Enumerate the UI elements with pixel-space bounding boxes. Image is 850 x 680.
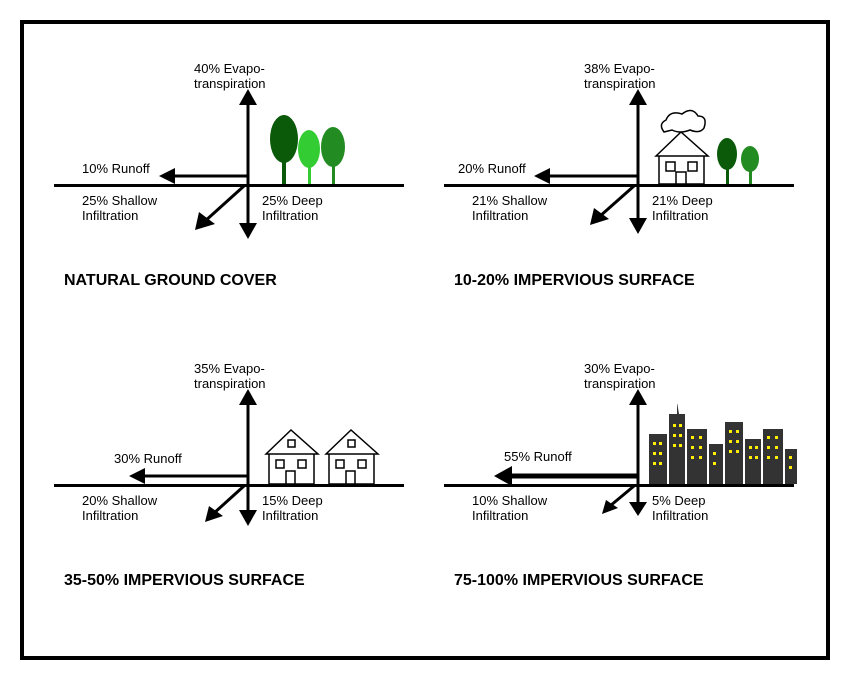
deep-infiltration-label: 15% Deep Infiltration <box>262 494 323 524</box>
deep-infiltration-label: 21% Deep Infiltration <box>652 194 713 224</box>
label-text: Infiltration <box>262 208 318 223</box>
label-text: 15% Deep <box>262 493 323 508</box>
diagram-low-impervious: 38% Evapo- transpiration 20% Runoff 21% … <box>434 44 814 264</box>
label-text: 10% Shallow <box>472 493 547 508</box>
runoff-arrow-icon <box>159 168 249 184</box>
label-text: Infiltration <box>262 508 318 523</box>
houses-scene <box>264 404 404 484</box>
label-text: transpiration <box>584 376 656 391</box>
label-text: 20% Runoff <box>458 161 526 176</box>
panel-high-impervious: 30% Evapo- transpiration 55% Runoff 10% … <box>434 344 814 634</box>
panel-title: 35-50% IMPERVIOUS SURFACE <box>64 572 424 590</box>
deep-infiltration-arrow-icon <box>629 184 647 234</box>
panel-title: 10-20% IMPERVIOUS SURFACE <box>454 272 814 290</box>
label-text: 21% Deep <box>652 193 713 208</box>
label-text: Infiltration <box>472 208 528 223</box>
trees-scene <box>264 104 404 184</box>
runoff-label: 55% Runoff <box>504 450 572 465</box>
panel-title: 75-100% IMPERVIOUS SURFACE <box>454 572 814 590</box>
label-text: 20% Shallow <box>82 493 157 508</box>
diagram-frame: 40% Evapo- transpiration 10% Runoff 25% … <box>20 20 830 660</box>
label-text: 25% Shallow <box>82 193 157 208</box>
label-text: transpiration <box>194 76 266 91</box>
label-text: 25% Deep <box>262 193 323 208</box>
label-text: 30% Runoff <box>114 451 182 466</box>
runoff-arrow-icon <box>129 468 249 484</box>
label-text: transpiration <box>584 76 656 91</box>
shallow-infiltration-label: 20% Shallow Infiltration <box>82 494 157 524</box>
shallow-infiltration-label: 25% Shallow Infiltration <box>82 194 157 224</box>
runoff-label: 20% Runoff <box>458 162 526 177</box>
trees-icon <box>264 104 404 186</box>
label-text: Infiltration <box>472 508 528 523</box>
runoff-label: 30% Runoff <box>114 452 182 467</box>
evapotranspiration-label: 38% Evapo- transpiration <box>584 62 656 92</box>
evapotranspiration-label: 40% Evapo- transpiration <box>194 62 266 92</box>
label-text: 55% Runoff <box>504 449 572 464</box>
deep-infiltration-arrow-icon <box>239 184 257 239</box>
house-trees-icon <box>654 104 794 186</box>
diagram-mid-impervious: 35% Evapo- transpiration 30% Runoff 20% … <box>44 344 424 564</box>
label-text: transpiration <box>194 376 266 391</box>
label-text: 10% Runoff <box>82 161 150 176</box>
label-text: Infiltration <box>652 508 708 523</box>
label-text: Infiltration <box>82 208 138 223</box>
label-text: 38% Evapo- <box>584 61 655 76</box>
deep-infiltration-arrow-icon <box>239 484 257 526</box>
label-text: 35% Evapo- <box>194 361 265 376</box>
runoff-arrow-icon <box>494 466 639 486</box>
panel-natural: 40% Evapo- transpiration 10% Runoff 25% … <box>44 44 424 334</box>
label-text: 40% Evapo- <box>194 61 265 76</box>
city-scene <box>649 404 789 484</box>
houses-icon <box>264 404 404 486</box>
runoff-arrow-icon <box>534 168 639 184</box>
label-text: Infiltration <box>652 208 708 223</box>
deep-infiltration-label: 25% Deep Infiltration <box>262 194 323 224</box>
shallow-infiltration-label: 10% Shallow Infiltration <box>472 494 547 524</box>
panel-mid-impervious: 35% Evapo- transpiration 30% Runoff 20% … <box>44 344 424 634</box>
house-trees-scene <box>654 104 794 184</box>
label-text: 30% Evapo- <box>584 361 655 376</box>
city-icon <box>649 404 799 486</box>
panel-low-impervious: 38% Evapo- transpiration 20% Runoff 21% … <box>434 44 814 334</box>
deep-infiltration-arrow-icon <box>629 484 647 516</box>
label-text: 5% Deep <box>652 493 705 508</box>
shallow-infiltration-label: 21% Shallow Infiltration <box>472 194 547 224</box>
runoff-label: 10% Runoff <box>82 162 150 177</box>
deep-infiltration-label: 5% Deep Infiltration <box>652 494 708 524</box>
diagram-high-impervious: 30% Evapo- transpiration 55% Runoff 10% … <box>434 344 814 564</box>
panel-title: NATURAL GROUND COVER <box>64 272 424 290</box>
label-text: Infiltration <box>82 508 138 523</box>
diagram-natural: 40% Evapo- transpiration 10% Runoff 25% … <box>44 44 424 264</box>
label-text: 21% Shallow <box>472 193 547 208</box>
evapotranspiration-label: 30% Evapo- transpiration <box>584 362 656 392</box>
evapotranspiration-label: 35% Evapo- transpiration <box>194 362 266 392</box>
